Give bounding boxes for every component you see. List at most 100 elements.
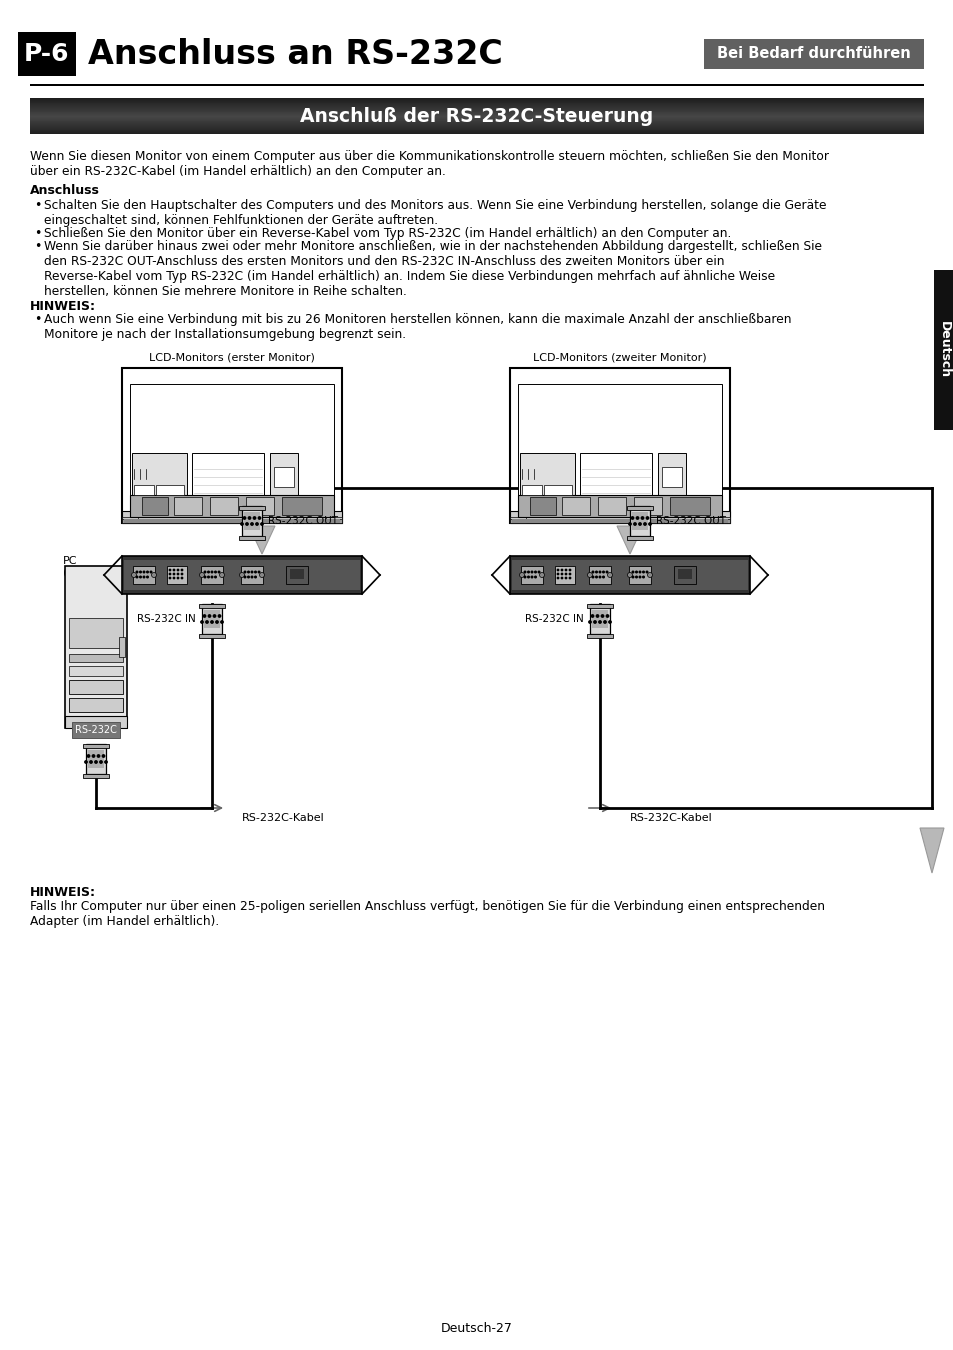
Bar xyxy=(290,568,304,579)
Circle shape xyxy=(258,517,260,520)
Bar xyxy=(703,39,923,69)
Circle shape xyxy=(560,570,562,571)
Bar xyxy=(512,560,747,590)
Bar xyxy=(543,485,572,495)
Bar xyxy=(586,603,613,608)
Bar xyxy=(119,637,125,657)
Circle shape xyxy=(204,571,206,572)
Circle shape xyxy=(523,576,525,578)
Polygon shape xyxy=(617,526,642,554)
Circle shape xyxy=(527,576,529,578)
Bar xyxy=(579,454,651,497)
Bar xyxy=(933,270,953,431)
Circle shape xyxy=(602,571,603,572)
Text: Wenn Sie diesen Monitor von einem Computer aus über die Kommunikationskontrolle : Wenn Sie diesen Monitor von einem Comput… xyxy=(30,150,828,178)
Text: LCD-Monitors (erster Monitor): LCD-Monitors (erster Monitor) xyxy=(149,352,314,363)
Circle shape xyxy=(565,578,566,579)
Circle shape xyxy=(208,576,209,578)
Bar xyxy=(83,744,109,748)
Circle shape xyxy=(592,571,593,572)
Circle shape xyxy=(208,614,211,617)
Bar xyxy=(510,556,749,594)
Circle shape xyxy=(557,578,558,579)
Bar xyxy=(124,518,339,522)
Bar xyxy=(142,497,168,514)
Text: RS-232C-Kabel: RS-232C-Kabel xyxy=(629,813,712,823)
Circle shape xyxy=(565,574,566,575)
Text: (RS-232C-Verbindung): (RS-232C-Verbindung) xyxy=(63,568,187,578)
Bar xyxy=(130,383,334,501)
Bar xyxy=(512,518,727,522)
Circle shape xyxy=(631,517,633,520)
Circle shape xyxy=(588,621,591,624)
Bar xyxy=(661,467,681,487)
Circle shape xyxy=(591,614,593,617)
Circle shape xyxy=(606,614,608,617)
Text: Anschluss: Anschluss xyxy=(30,184,100,197)
Bar xyxy=(669,497,709,514)
Bar xyxy=(510,512,729,522)
Bar xyxy=(204,610,220,628)
Circle shape xyxy=(598,576,600,578)
Text: •: • xyxy=(34,240,41,252)
Circle shape xyxy=(640,517,643,520)
Polygon shape xyxy=(249,526,274,554)
Bar xyxy=(88,751,104,768)
Circle shape xyxy=(90,761,92,763)
Circle shape xyxy=(251,576,253,578)
Circle shape xyxy=(208,571,209,572)
Text: Anschluss an RS-232C: Anschluss an RS-232C xyxy=(88,38,502,70)
Circle shape xyxy=(253,517,255,520)
Bar xyxy=(517,495,721,517)
Circle shape xyxy=(643,522,645,525)
Bar xyxy=(521,485,541,495)
Circle shape xyxy=(632,571,633,572)
Bar xyxy=(202,603,222,634)
Circle shape xyxy=(143,571,145,572)
Circle shape xyxy=(203,614,206,617)
Circle shape xyxy=(531,571,532,572)
Circle shape xyxy=(248,517,251,520)
Circle shape xyxy=(92,755,94,757)
Circle shape xyxy=(248,571,249,572)
Bar xyxy=(270,454,297,497)
Bar xyxy=(132,454,187,497)
Bar xyxy=(124,560,359,590)
Circle shape xyxy=(608,621,611,624)
Bar xyxy=(274,467,294,487)
Circle shape xyxy=(200,621,203,624)
Bar xyxy=(69,698,123,711)
Circle shape xyxy=(244,571,246,572)
Circle shape xyxy=(136,576,137,578)
Circle shape xyxy=(260,522,263,525)
Bar xyxy=(629,506,649,536)
Circle shape xyxy=(240,522,243,525)
Polygon shape xyxy=(919,828,943,873)
Bar xyxy=(510,517,525,522)
Circle shape xyxy=(596,614,598,617)
Bar xyxy=(30,84,923,85)
Bar xyxy=(65,716,127,728)
Circle shape xyxy=(258,571,259,572)
Circle shape xyxy=(557,574,558,575)
Circle shape xyxy=(105,761,107,763)
Bar xyxy=(122,369,341,522)
Circle shape xyxy=(215,621,218,624)
Bar xyxy=(673,566,696,585)
Circle shape xyxy=(565,570,566,571)
Text: LCD-Monitors (zweiter Monitor): LCD-Monitors (zweiter Monitor) xyxy=(533,352,706,363)
Bar xyxy=(631,512,647,531)
Text: HINWEIS:: HINWEIS: xyxy=(30,886,96,899)
Circle shape xyxy=(219,572,224,578)
Circle shape xyxy=(139,576,141,578)
Circle shape xyxy=(173,574,174,575)
Circle shape xyxy=(218,571,219,572)
Bar xyxy=(167,566,187,585)
Bar xyxy=(199,634,225,639)
Bar xyxy=(83,774,109,778)
Circle shape xyxy=(147,571,148,572)
Bar xyxy=(244,512,260,531)
Bar xyxy=(510,369,729,522)
Circle shape xyxy=(218,614,220,617)
Circle shape xyxy=(211,621,213,624)
